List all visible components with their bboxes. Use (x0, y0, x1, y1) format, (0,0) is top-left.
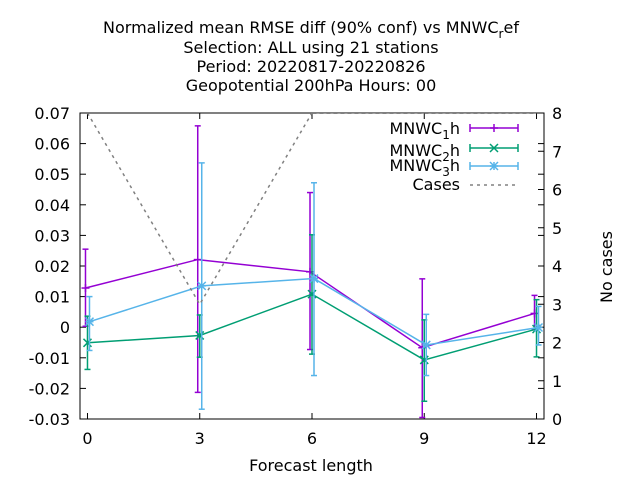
legend-marker-mnwc3h-d2 (489, 161, 499, 171)
y-tick-label: 0 (60, 318, 70, 337)
data-point-mnwc3h (84, 317, 95, 327)
y2-tick-label: 5 (552, 219, 562, 238)
series-mnwc1h (81, 125, 539, 419)
x-axis-label: Forecast length (249, 456, 373, 475)
x-tick-label: 9 (419, 429, 429, 448)
legend-label-cases: Cases (413, 175, 461, 194)
chart-title: Normalized mean RMSE diff (90% conf) vs … (103, 18, 519, 95)
title-line-1-tail: ef (503, 18, 519, 37)
x-tick-label: 3 (195, 429, 205, 448)
legend-label-mnwc3h-subscript: 3 (442, 165, 450, 179)
x-tick-label: 6 (307, 429, 317, 448)
legend-label-mnwc2h-subscript: 2 (442, 150, 450, 164)
y-tick-label: -0.01 (29, 349, 70, 368)
data-point-mnwc3h-d2 (533, 322, 544, 333)
y-tick-label: 0.01 (34, 288, 70, 307)
legend-label-mnwc2h-main: MNWC (389, 141, 442, 160)
legend-label-mnwc3h: MNWC3h (389, 156, 460, 179)
legend: MNWC1h MNWC2h MNWC3h Cases (389, 119, 519, 194)
y2-tick-label: 0 (552, 410, 562, 429)
title-line-1: Normalized mean RMSE diff (90% conf) vs … (103, 18, 519, 41)
data-point-mnwc3h (533, 322, 544, 333)
legend-label-mnwc1h-tail: h (450, 119, 460, 138)
data-point-mnwc1h (81, 284, 90, 293)
series-mnwc3h (84, 162, 544, 410)
title-line-3: Period: 20220817-20220826 (196, 57, 425, 76)
y-tick-label: 0.04 (34, 196, 70, 215)
axis-ticks: -0.03 -0.02 -0.01 0 0.01 0.02 0.03 0.04 0.05 0.06… (29, 104, 563, 448)
series-line-cases (86, 113, 537, 306)
x-tick-label: 0 (82, 429, 92, 448)
y2-tick-label: 7 (552, 142, 562, 161)
data-point-mnwc3h (309, 274, 319, 284)
legend-marker-mnwc1h (490, 124, 498, 132)
legend-label-mnwc1h: MNWC1h (389, 119, 460, 142)
y-tick-label: -0.03 (29, 410, 70, 429)
y-tick-label: 0.02 (34, 257, 70, 276)
data-point-mnwc3h-d2 (421, 340, 431, 350)
legend-label-mnwc3h-main: MNWC (389, 156, 442, 175)
data-point-mnwc3h-d2 (197, 281, 207, 291)
title-line-1-main: Normalized mean RMSE diff (90% conf) vs … (103, 18, 499, 37)
legend-label-mnwc2h-tail: h (450, 141, 460, 160)
title-line-4: Geopotential 200hPa Hours: 00 (186, 76, 437, 95)
legend-marker-mnwc3h (489, 161, 499, 171)
legend-label-mnwc1h-subscript: 1 (442, 128, 450, 142)
series-layer (81, 113, 544, 419)
legend-samples (469, 124, 519, 186)
title-line-1-subscript: r (499, 27, 504, 41)
y2-axis-label: No cases (597, 231, 616, 303)
x-tick-label: 12 (526, 429, 546, 448)
title-line-2: Selection: ALL using 21 stations (183, 38, 438, 57)
y-tick-label: -0.02 (29, 379, 70, 398)
data-point-mnwc1h (193, 255, 202, 264)
y2-tick-label: 4 (552, 257, 562, 276)
data-point-mnwc3h-d2 (309, 274, 319, 284)
y2-tick-label: 3 (552, 295, 562, 314)
y-tick-label: 0.06 (34, 135, 70, 154)
legend-label-mnwc2h: MNWC2h (389, 141, 460, 164)
legend-label-mnwc1h-main: MNWC (389, 119, 442, 138)
data-point-mnwc3h (197, 281, 207, 291)
y-tick-label: 0.07 (34, 104, 70, 123)
y2-tick-label: 2 (552, 334, 562, 353)
legend-label-mnwc3h-tail: h (450, 156, 460, 175)
data-point-mnwc3h (421, 340, 431, 350)
legend-marker-mnwc2h-d2 (489, 143, 499, 153)
data-point-mnwc1h (530, 309, 539, 318)
y2-tick-label: 1 (552, 372, 562, 391)
y-tick-label: 0.03 (34, 226, 70, 245)
y2-tick-label: 6 (552, 181, 562, 200)
data-point-mnwc3h-d2 (84, 317, 95, 327)
legend-marker-mnwc2h (489, 143, 499, 153)
y-tick-label: 0.05 (34, 165, 70, 184)
y2-tick-label: 8 (552, 104, 562, 123)
